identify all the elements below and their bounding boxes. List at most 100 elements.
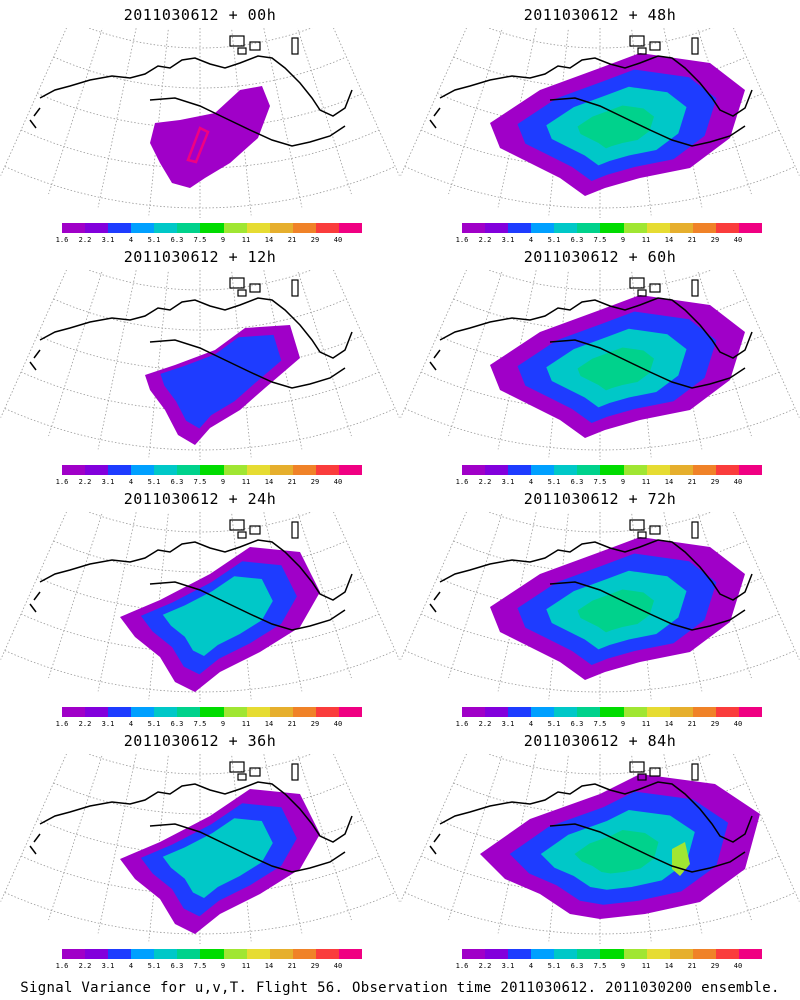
- coastline: [439, 539, 753, 601]
- latitude-line: [420, 371, 780, 411]
- colorbar-swatch: [508, 223, 532, 233]
- colorbar-swatch: [62, 223, 86, 233]
- polar-map: [0, 270, 400, 460]
- coastline: [149, 581, 346, 631]
- meridian-line: [400, 512, 467, 660]
- colorbar-swatch: [269, 465, 293, 475]
- island-outline: [291, 37, 299, 55]
- colorbar-label: 14: [664, 720, 674, 728]
- colorbar-swatch: [246, 949, 270, 959]
- colorbar-label: 7.5: [193, 720, 207, 728]
- coastline: [433, 349, 441, 359]
- colorbar-swatch: [738, 949, 763, 959]
- colorbar-label: 29: [310, 720, 320, 728]
- latitude-line: [20, 129, 380, 169]
- colorbar-swatch: [692, 465, 716, 475]
- latitude-line: [4, 892, 396, 935]
- map-panel: 2011030612 + 00h 1.6 2.2 3.1 4 5.1 6.3 7.5 9 11 14…: [0, 0, 400, 244]
- panel-title: 2011030612 + 60h: [523, 248, 677, 266]
- coastline: [39, 55, 353, 117]
- colorbar-labels: 1.6 2.2 3.1 4 5.1 6.3 7.5 9 11 14 21 29 40: [456, 236, 776, 246]
- coastline: [33, 833, 41, 843]
- island-outline: [629, 761, 645, 773]
- colorbar-swatch: [600, 949, 624, 959]
- colorbar-label: 40: [333, 720, 343, 728]
- signal-variance-contour: [160, 334, 282, 429]
- map-panel: 2011030612 + 12h 1.6 2.2 3.1 4 5.1 6.3 7.5 9 11 14…: [0, 242, 400, 486]
- latitude-line: [4, 408, 396, 451]
- colorbar-swatch: [223, 949, 247, 959]
- colorbar-swatch: [462, 465, 486, 475]
- colorbar-swatch: [531, 707, 555, 717]
- colorbar-swatch: [177, 465, 201, 475]
- colorbar-swatch: [715, 465, 739, 475]
- island-outline: [691, 521, 699, 539]
- colorbar-swatch: [485, 707, 509, 717]
- colorbar-label: 6.3: [570, 720, 584, 728]
- colorbar-swatch: [246, 223, 270, 233]
- colorbar-swatch: [269, 707, 293, 717]
- colorbar-label: 11: [641, 962, 651, 970]
- latitude-line: [420, 129, 780, 169]
- colorbar-label: 2.2: [78, 236, 92, 244]
- colorbar-label: 9: [220, 962, 226, 970]
- colorbar-swatch: [738, 465, 763, 475]
- colorbar-label: 11: [241, 962, 251, 970]
- island-outline: [691, 763, 699, 781]
- colorbar-swatch: [715, 223, 739, 233]
- coastline: [149, 97, 346, 147]
- meridian-line: [400, 754, 467, 902]
- meridian-line: [333, 28, 400, 176]
- island-outline: [691, 37, 699, 55]
- colorbar-swatch: [600, 707, 624, 717]
- coastline: [549, 581, 746, 631]
- colorbar: [62, 949, 363, 959]
- colorbar-swatch: [246, 707, 270, 717]
- colorbar-label: 7.5: [193, 236, 207, 244]
- colorbar-swatch: [485, 949, 509, 959]
- colorbar-label: 6.3: [170, 720, 184, 728]
- colorbar-swatch: [577, 707, 601, 717]
- coastline: [429, 603, 437, 613]
- colorbar-label: 21: [287, 236, 297, 244]
- colorbar-label: 1.6: [455, 962, 469, 970]
- coastline: [29, 845, 37, 855]
- colorbar-swatch: [623, 465, 647, 475]
- colorbar-swatch: [315, 223, 339, 233]
- colorbar-label: 4: [528, 478, 534, 486]
- polar-map: [0, 28, 400, 218]
- colorbar-swatch: [623, 949, 647, 959]
- colorbar-label: 1.6: [55, 478, 69, 486]
- colorbar-labels: 1.6 2.2 3.1 4 5.1 6.3 7.5 9 11 14 21 29 40: [456, 478, 776, 488]
- coastline: [429, 845, 437, 855]
- meridian-line: [48, 270, 103, 437]
- coastline: [29, 361, 37, 371]
- meridian-line: [448, 270, 503, 437]
- colorbar-label: 3.1: [101, 962, 115, 970]
- colorbar-label: 40: [333, 478, 343, 486]
- colorbar-swatch: [200, 223, 224, 233]
- colorbar-swatch: [531, 465, 555, 475]
- coastline: [433, 107, 441, 117]
- colorbar-label: 2.2: [478, 720, 492, 728]
- island-outline: [291, 763, 299, 781]
- signal-variance-contour: [150, 86, 270, 188]
- map-panel: 2011030612 + 72h 1.6 2.2 3.1 4 5.1 6.3 7.5 9 11 14…: [400, 484, 800, 728]
- colorbar-label: 9: [220, 236, 226, 244]
- map-panel: 2011030612 + 48h 1.6 2.2 3.1 4 5.1 6.3 7.5 9 11 14…: [400, 0, 800, 244]
- signal-variance-contour: [577, 105, 654, 149]
- latitude-line: [20, 613, 380, 653]
- signal-variance-contour: [162, 818, 273, 898]
- colorbar-label: 1.6: [455, 236, 469, 244]
- colorbar-label: 21: [287, 478, 297, 486]
- colorbar: [462, 949, 763, 959]
- meridian-line: [400, 28, 467, 176]
- colorbar-labels: 1.6 2.2 3.1 4 5.1 6.3 7.5 9 11 14 21 29 40: [56, 478, 376, 488]
- colorbar-swatch: [177, 223, 201, 233]
- latitude-line: [487, 28, 713, 49]
- coastline: [39, 297, 353, 359]
- colorbar-label: 29: [310, 236, 320, 244]
- colorbar-label: 4: [528, 962, 534, 970]
- colorbar-swatch: [292, 465, 316, 475]
- meridian-line: [0, 28, 67, 176]
